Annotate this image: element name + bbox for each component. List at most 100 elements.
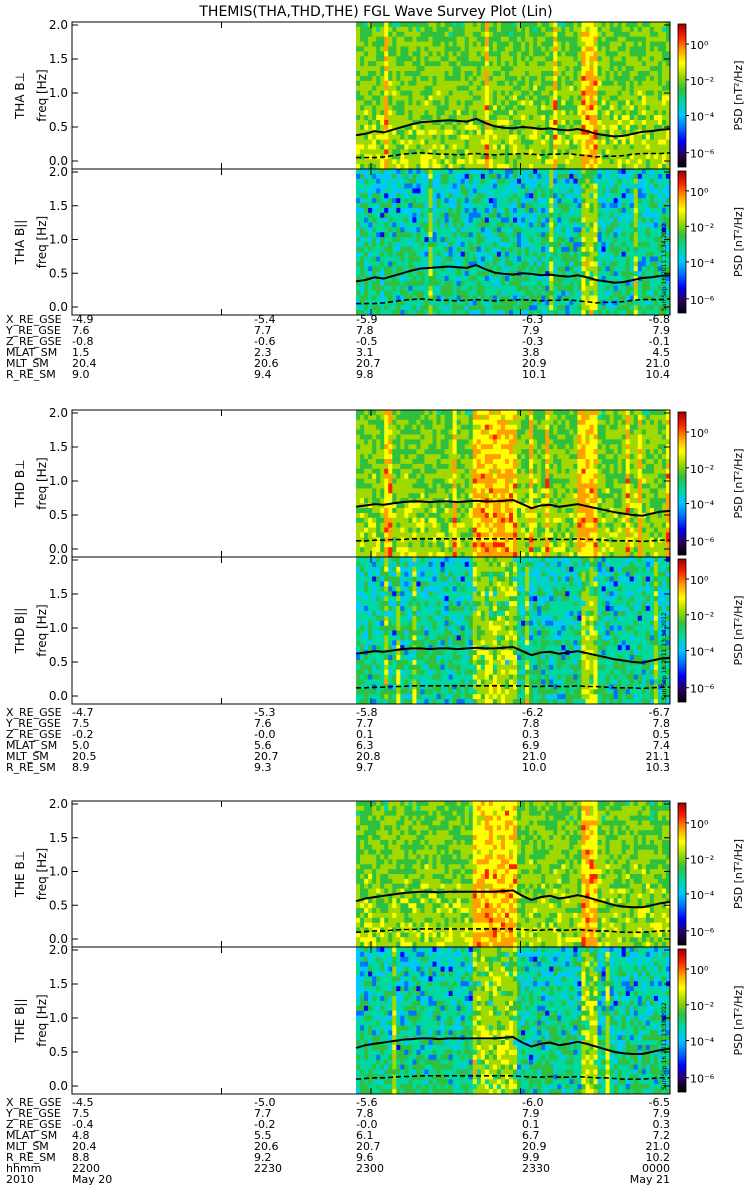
spectrogram-cell	[460, 61, 466, 67]
spectrogram-cell	[484, 41, 490, 47]
spectrogram-cell	[549, 159, 554, 165]
spectrogram-cell	[380, 203, 385, 209]
spectrogram-cell	[364, 173, 369, 180]
spectrogram-cell	[432, 66, 437, 72]
spectrogram-cell	[661, 246, 667, 253]
spectrogram-cell	[653, 105, 659, 111]
spectrogram-cell	[388, 300, 393, 306]
spectrogram-cell	[577, 198, 582, 204]
spectrogram-cell	[404, 75, 409, 82]
spectrogram-cell	[456, 280, 462, 287]
spectrogram-cell	[529, 169, 534, 175]
spectrogram-cell	[384, 429, 389, 435]
spectrogram-cell	[360, 56, 365, 62]
spectrogram-cell	[412, 124, 417, 131]
spectrogram-cell	[496, 31, 502, 38]
spectrogram-cell	[541, 139, 546, 145]
spectrogram-cell	[372, 51, 377, 57]
spectrogram-cell	[653, 164, 659, 170]
spectrogram-cell	[537, 95, 542, 101]
spectrogram-cell	[593, 46, 598, 52]
spectrogram-cell	[649, 36, 655, 42]
spectrogram-cell	[464, 129, 470, 136]
spectrogram-cell	[384, 115, 389, 121]
spectrogram-cell	[500, 26, 506, 33]
spectrogram-cell	[408, 66, 413, 72]
spectrogram-cell	[404, 159, 409, 165]
spectrogram-cell	[517, 310, 522, 316]
spectrogram-cell	[364, 508, 369, 514]
spectrogram-cell	[541, 242, 546, 248]
spectrogram-cell	[621, 51, 627, 57]
spectrogram-cell	[561, 310, 566, 316]
spectrogram-cell	[537, 203, 542, 209]
spectrogram-cell	[545, 105, 550, 111]
spectrogram-cell	[513, 295, 518, 301]
spectrogram-cell	[565, 31, 570, 38]
spectrogram-cell	[517, 66, 522, 72]
spectrogram-cell	[525, 31, 530, 38]
spectrogram-cell	[553, 71, 558, 77]
spectrogram-cell	[629, 246, 635, 253]
spectrogram-cell	[408, 159, 413, 165]
spectrogram-cell	[484, 66, 490, 72]
spectrogram-cell	[613, 61, 619, 67]
spectrogram-cell	[609, 295, 615, 301]
spectrogram-cell	[617, 22, 623, 28]
spectrogram-cell	[653, 129, 659, 136]
spectrogram-cell	[376, 169, 381, 175]
spectrogram-cell	[585, 46, 590, 52]
spectrogram-cell	[513, 212, 518, 219]
spectrogram-cell	[380, 483, 385, 489]
spectrogram-cell	[432, 276, 437, 282]
spectrogram-cell	[509, 115, 514, 121]
spectrogram-cell	[380, 305, 385, 311]
spectrogram-cell	[420, 300, 425, 306]
spectrogram-cell	[617, 154, 623, 160]
spectrogram-cell	[549, 129, 554, 136]
spectrogram-cell	[565, 183, 570, 189]
spectrogram-cell	[513, 71, 518, 77]
spectrogram-cell	[412, 280, 417, 287]
spectrogram-cell	[641, 280, 647, 287]
spectrogram-cell	[645, 105, 651, 111]
spectrogram-cell	[649, 169, 655, 175]
spectrogram-cell	[665, 251, 671, 257]
spectrogram-cell	[484, 56, 490, 62]
spectrogram-cell	[585, 61, 590, 67]
spectrogram-cell	[649, 105, 655, 111]
spectrogram-cell	[356, 532, 361, 538]
spectrogram-cell	[609, 261, 615, 267]
spectrogram-cell	[372, 410, 377, 416]
spectrogram-cell	[392, 26, 397, 33]
spectrogram-cell	[456, 149, 462, 155]
spectrogram-cell	[581, 120, 586, 126]
spectrogram-cell	[545, 134, 550, 140]
spectrogram-cell	[468, 222, 474, 228]
spectrogram-cell	[513, 178, 518, 184]
spectrogram-cell	[545, 31, 550, 38]
spectrogram-cell	[404, 280, 409, 287]
spectrogram-cell	[513, 290, 518, 296]
spectrogram-cell	[569, 22, 574, 28]
spectrogram-cell	[444, 305, 450, 311]
spectrogram-cell	[456, 266, 462, 272]
spectrogram-cell	[525, 217, 530, 223]
spectrogram-cell	[545, 310, 550, 316]
spectrogram-cell	[653, 85, 659, 91]
spectrogram-cell	[432, 310, 437, 316]
spectrogram-cell	[625, 242, 631, 248]
spectrogram-cell	[653, 154, 659, 160]
spectrogram-cell	[581, 51, 586, 57]
spectrogram-cell	[625, 295, 631, 301]
spectrogram-cell	[657, 134, 663, 140]
spectrogram-cell	[593, 75, 598, 82]
spectrogram-cell	[464, 149, 470, 155]
spectrogram-cell	[376, 56, 381, 62]
spectrogram-cell	[657, 144, 663, 150]
spectrogram-cell	[448, 169, 454, 175]
spectrogram-cell	[496, 90, 502, 96]
spectrogram-cell	[412, 26, 417, 33]
spectrogram-cell	[525, 66, 530, 72]
spectrogram-cell	[396, 232, 401, 238]
